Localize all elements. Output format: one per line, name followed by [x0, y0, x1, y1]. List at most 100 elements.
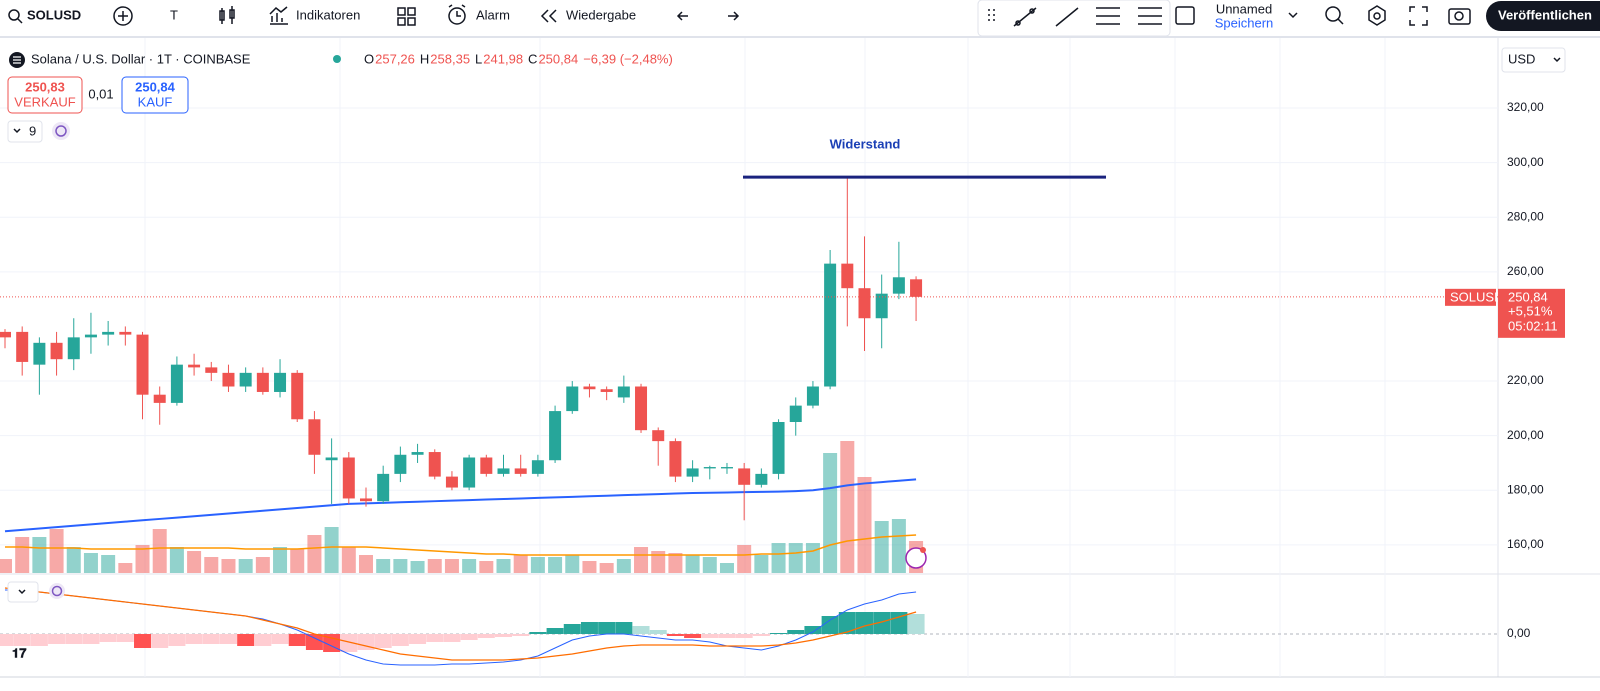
templates[interactable] [397, 7, 416, 26]
candle-body [239, 372, 252, 387]
volume-bar [32, 537, 47, 573]
candle-body [720, 467, 733, 469]
chart-type[interactable] [219, 6, 235, 24]
replay-button[interactable]: Wiedergabe [566, 7, 636, 22]
buy-price[interactable]: 250,84 [135, 79, 176, 94]
spread: 0,01 [88, 86, 113, 101]
candle-body [222, 372, 235, 387]
volume-bar [255, 557, 270, 573]
macd-histogram-bar [477, 634, 495, 638]
candle-body [497, 468, 510, 474]
indicators-toggle[interactable] [7, 120, 43, 143]
macd-histogram-bar [374, 634, 392, 648]
candle-body [686, 468, 699, 477]
candle-body [806, 386, 819, 406]
ohlc-value: 258,35 [430, 51, 470, 66]
macd-line [5, 589, 917, 666]
macd-histogram-bar [134, 634, 152, 648]
macd-histogram-bar [546, 628, 564, 634]
volume-bar [273, 547, 288, 573]
save-button[interactable]: Speichern [1215, 15, 1274, 30]
macd-histogram-bar [666, 634, 684, 636]
volume-bar [513, 555, 528, 573]
candle-body [669, 441, 682, 477]
macd-histogram-bar [701, 634, 719, 638]
alert-button[interactable]: Alarm [476, 7, 510, 22]
volume-bar [702, 557, 717, 573]
candle-body [291, 372, 304, 420]
macd-histogram-bar [512, 634, 530, 636]
macd-histogram-bar [82, 634, 100, 644]
macd-histogram-bar [288, 634, 306, 646]
candle-body [583, 386, 596, 390]
buy-button[interactable] [121, 76, 189, 114]
volume-bar [204, 557, 219, 573]
candle-body [119, 331, 132, 335]
compare-button[interactable] [113, 6, 133, 26]
currency[interactable]: USD [1508, 51, 1535, 66]
buy-label[interactable]: KAUF [138, 94, 173, 109]
macd-histogram-bar [684, 634, 702, 638]
volume-bar [788, 543, 803, 573]
y-tick-label: 260,00 [1507, 264, 1544, 278]
candle-body [67, 337, 80, 360]
volume-bar [565, 555, 580, 573]
indicator-count: 9 [29, 123, 36, 138]
sell-price[interactable]: 250,83 [25, 79, 65, 94]
rectangle-tool[interactable] [1175, 6, 1195, 25]
indicators-button[interactable]: Indikatoren [296, 7, 360, 22]
volume-bar [410, 561, 425, 573]
volume-bar [358, 555, 373, 573]
candle-body [256, 372, 269, 392]
macd-histogram-bar [340, 634, 358, 652]
sell-button[interactable] [7, 76, 83, 114]
y-tick-label: 280,00 [1507, 209, 1544, 223]
macd-histogram-bar [409, 634, 427, 644]
tv-logo: 𝟏𝟕 [12, 645, 27, 660]
volume-bar [307, 535, 322, 573]
volume-bar [840, 441, 855, 573]
macd-histogram-bar [48, 634, 66, 644]
candle-body [463, 457, 476, 488]
macd-histogram-bar [838, 612, 856, 634]
y-tick-label: 300,00 [1507, 155, 1544, 169]
candle-body [33, 342, 46, 365]
volume-bar [221, 559, 236, 573]
currency-select[interactable] [1501, 47, 1566, 73]
redo[interactable] [728, 11, 740, 21]
macd-histogram-bar [907, 614, 925, 634]
price-tag [1498, 288, 1565, 338]
volume-bar [823, 453, 838, 573]
candle-body [342, 457, 355, 499]
alert-dot [920, 547, 926, 553]
candle-body [102, 331, 115, 335]
macd-histogram-bar [357, 634, 375, 650]
moving-average-line [4, 478, 917, 533]
candle-body [274, 372, 287, 392]
macd-histogram-bar [821, 616, 839, 634]
ohlc-value: 241,98 [483, 51, 523, 66]
interval[interactable]: T [170, 7, 178, 22]
undo[interactable] [676, 11, 688, 21]
layout-name[interactable]: Unnamed [1216, 1, 1272, 16]
candle-body [514, 468, 527, 474]
ohlc-key: L [475, 51, 482, 66]
candle-body [205, 367, 218, 373]
macd-histogram-bar [460, 634, 478, 640]
publish-button[interactable] [1486, 1, 1600, 31]
macd-histogram-bar [254, 634, 272, 646]
sell-label[interactable]: VERKAUF [14, 94, 75, 109]
publish-label[interactable]: Veröffentlichen [1498, 7, 1592, 22]
candle-body [188, 364, 201, 368]
volume-bar [376, 559, 391, 573]
volume-bar [737, 545, 752, 573]
symbol[interactable]: SOLUSD [27, 7, 81, 22]
volume-bar [754, 555, 769, 573]
price-tag-countdown: 05:02:11 [1508, 318, 1558, 333]
lightning-icon [905, 547, 927, 569]
volume-bar [634, 547, 649, 573]
candle-body [703, 467, 716, 469]
volume-bar [616, 559, 631, 573]
candle-body [170, 364, 183, 403]
